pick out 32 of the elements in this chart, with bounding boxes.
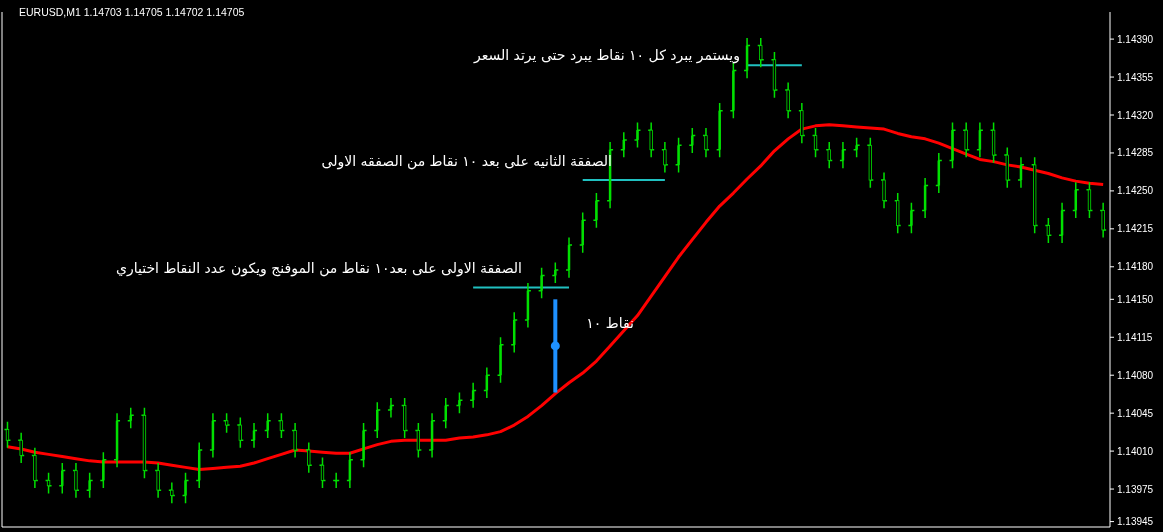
annotation: الصفقة الاولى على بعد١٠ نقاط من الموفنج ويكون عدد النقاط اختياري [115,260,522,277]
candlestick [416,422,421,459]
y-tick-label: 1.14390 [1117,33,1154,45]
chart-title: EURUSD,M1 1.14703 1.14705 1.14702 1.14705 [19,6,245,18]
candlestick [320,456,325,489]
candlestick [279,412,284,439]
candlestick [74,462,78,499]
y-tick-label: 1.14215 [1117,223,1154,235]
candlestick [5,421,10,449]
y-tick-label: 1.13975 [1117,483,1154,495]
y-tick-label: 1.14180 [1117,261,1154,273]
candlestick [882,171,886,209]
y-tick-label: 1.14080 [1117,369,1154,381]
y-tick-label: 1.14320 [1117,109,1154,121]
y-tick-label: 1.14115 [1117,331,1153,343]
candlestick [991,121,996,164]
candlestick [1087,181,1092,219]
candlestick [704,127,708,159]
y-tick-label: 1.14045 [1117,407,1154,419]
candlestick [142,406,147,479]
candlestick [772,51,777,99]
candlestick [813,127,818,159]
candlestick [1046,217,1051,244]
annotation: ويستمر يبرد كل ١٠ نقاط يبرد حتى يرتد السعر [473,47,740,64]
y-tick-label: 1.14010 [1117,445,1154,457]
y-tick-label: 1.13945 [1117,516,1154,528]
candlestick [46,472,51,495]
y-tick-label: 1.14150 [1117,293,1154,305]
candlestick [224,412,229,434]
y-tick-label: 1.14355 [1117,71,1154,83]
y-tick-label: 1.14285 [1117,147,1154,159]
y-tick-label: 1.14250 [1117,185,1154,197]
